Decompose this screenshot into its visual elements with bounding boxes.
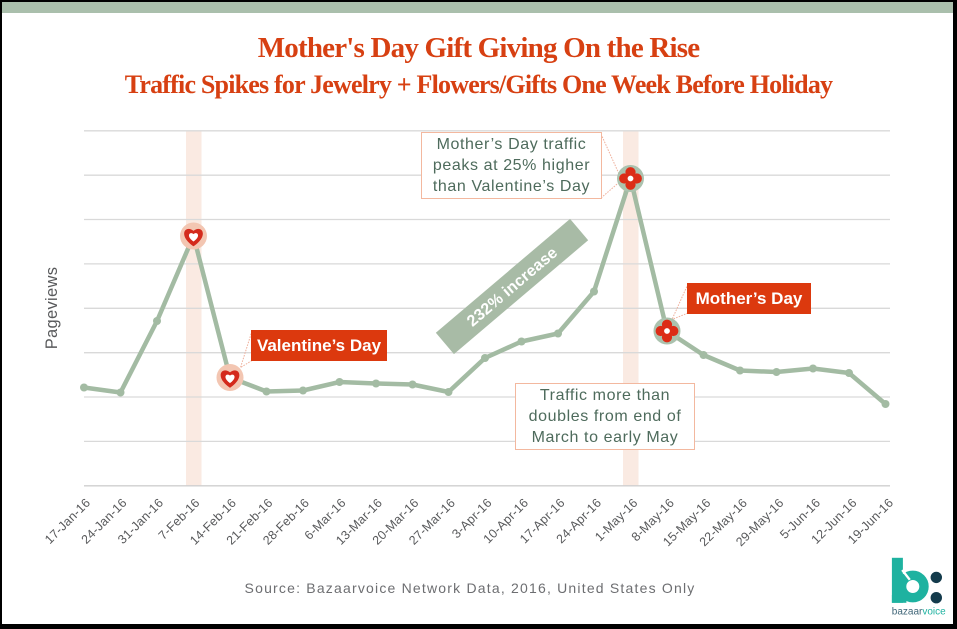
svg-text:Pageviews: Pageviews [43,267,61,350]
svg-text:232% increase: 232% increase [464,244,561,330]
svg-text:bazaarvoice: bazaarvoice [892,607,946,618]
